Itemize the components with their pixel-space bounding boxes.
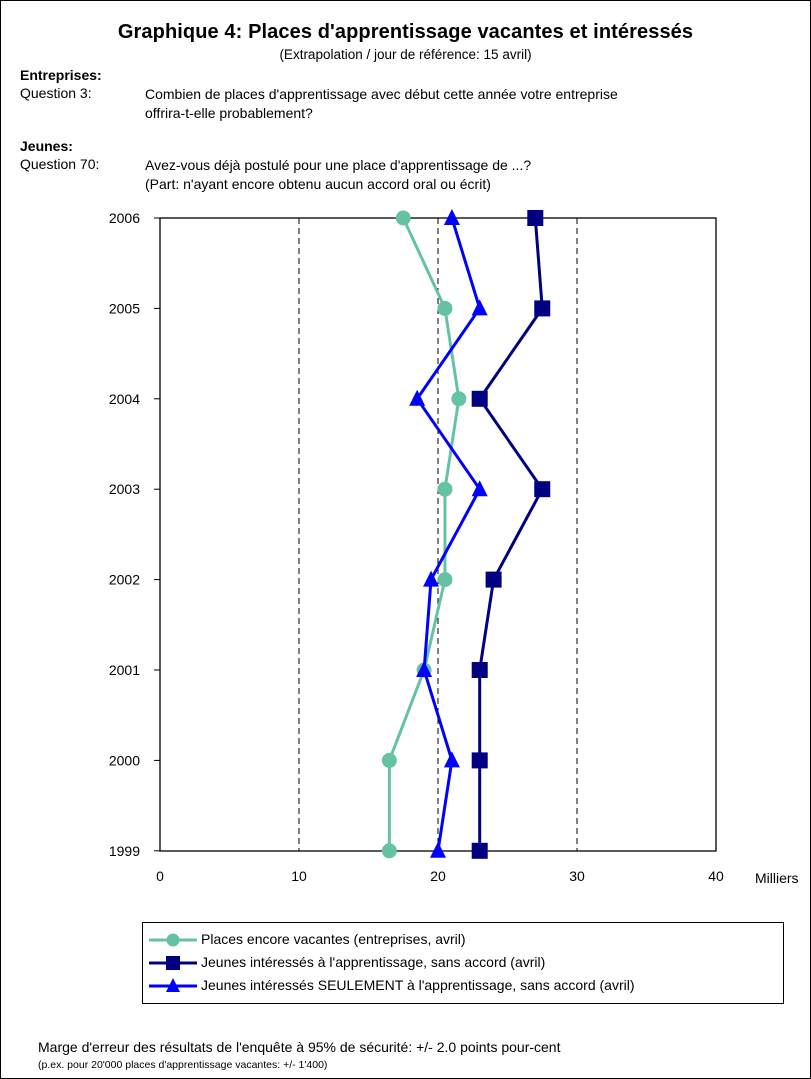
x-tick-label-10: 10 <box>291 868 307 884</box>
point-series-1-2005 <box>437 300 453 316</box>
y-tick-label-2005: 2005 <box>109 300 140 316</box>
y-tick-label-1999: 1999 <box>109 843 140 859</box>
point-series-2-2004 <box>471 390 488 407</box>
point-series-2-2002 <box>485 571 502 588</box>
point-series-3-2003 <box>471 480 488 497</box>
point-series-2-2001 <box>471 662 488 678</box>
y-tick-label-2006: 2006 <box>109 210 140 226</box>
section-heading-jeunes: Jeunes: <box>20 138 73 154</box>
legend-label-interesses: Jeunes intéressés à l'apprentissage, san… <box>201 954 546 970</box>
y-tick-label-2003: 2003 <box>109 481 140 497</box>
chart-title: Graphique 4: Places d'apprentissage vaca… <box>117 21 694 43</box>
question-70-line-1: Avez-vous déjà postulé pour une place d'… <box>145 157 532 173</box>
x-tick-label-0: 0 <box>156 868 164 884</box>
point-series-2-2005 <box>534 300 551 317</box>
legend-marker-square <box>149 956 197 970</box>
point-series-2-2000 <box>471 752 488 769</box>
footnote-margin-of-error: Marge d'erreur des résultats de l'enquêt… <box>38 1039 561 1055</box>
point-series-3-1999 <box>430 841 446 858</box>
point-series-3-2004 <box>409 389 426 406</box>
question-label-3: Question 3: <box>20 85 92 101</box>
point-series-2-2003 <box>534 481 551 498</box>
x-tick-label-20: 20 <box>430 868 446 884</box>
question-label-70: Question 70: <box>20 156 100 172</box>
chart-subtitle: (Extrapolation / jour de référence: 15 a… <box>279 47 532 62</box>
y-tick-label-2002: 2002 <box>109 572 140 588</box>
point-series-2-2006 <box>527 210 544 226</box>
x-axis-unit-label: Milliers <box>755 870 799 886</box>
point-series-3-2002 <box>423 570 440 587</box>
point-series-1-2002 <box>437 572 453 588</box>
question-3-line-1: Combien de places d'apprentissage avec d… <box>145 86 618 102</box>
question-70-line-2: (Part: n'ayant encore obtenu aucun accor… <box>145 176 491 192</box>
legend-label-vacantes: Places encore vacantes (entreprises, avr… <box>201 931 466 947</box>
point-series-3-2001 <box>416 661 433 677</box>
series-line-3 <box>415 217 482 852</box>
point-series-2-1999 <box>471 842 488 859</box>
series-line-2 <box>477 217 545 851</box>
series-line-1 <box>387 217 461 851</box>
footnote-example: (p.ex. pour 20'000 places d'apprentissag… <box>38 1059 328 1071</box>
legend-marker-circle <box>149 933 197 947</box>
section-heading-entreprises: Entreprises: <box>20 67 102 83</box>
point-series-1-2003 <box>437 481 453 497</box>
point-series-1-2006 <box>395 210 411 226</box>
y-tick-label-2000: 2000 <box>109 752 140 768</box>
point-series-1-2000 <box>381 752 397 768</box>
point-series-3-2000 <box>443 751 460 768</box>
question-3-line-2: offrira-t-elle probablement? <box>145 105 313 121</box>
question-text-3: Combien de places d'apprentissage avec d… <box>145 85 785 123</box>
legend-item-vacantes: Places encore vacantes (entreprises, avr… <box>143 930 783 950</box>
x-tick-label-30: 30 <box>569 868 585 884</box>
legend-item-interesses: Jeunes intéressés à l'apprentissage, san… <box>143 953 783 973</box>
y-tick-label-2001: 2001 <box>109 662 140 678</box>
point-series-1-1999 <box>381 843 397 859</box>
x-tick-label-40: 40 <box>708 868 724 884</box>
question-text-70: Avez-vous déjà postulé pour une place d'… <box>145 156 785 194</box>
legend-label-seulement: Jeunes intéressés SEULEMENT à l'apprenti… <box>201 977 635 993</box>
y-tick-label-2004: 2004 <box>109 391 140 407</box>
legend-item-seulement: Jeunes intéressés SEULEMENT à l'apprenti… <box>143 976 783 996</box>
chart-legend: Places encore vacantes (entreprises, avr… <box>142 922 784 1004</box>
legend-marker-triangle <box>149 978 197 992</box>
line-chart: 2006 2005 2004 2003 2002 2001 2000 1999 0 10 20 30 4… <box>109 209 799 886</box>
point-series-3-2006 <box>443 209 460 225</box>
point-series-1-2004 <box>451 391 467 407</box>
point-series-3-2005 <box>471 299 488 316</box>
